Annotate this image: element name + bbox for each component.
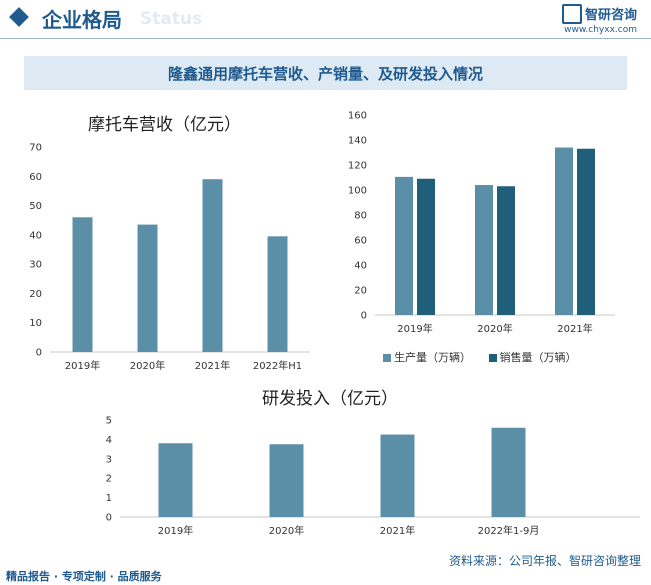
y-tick-label: 10 <box>29 318 42 329</box>
bar <box>417 178 435 315</box>
legend-item-production: 生产量（万辆） <box>383 349 471 365</box>
bar <box>267 236 288 352</box>
x-tick-label: 2020年 <box>269 524 304 537</box>
brand-logo: 智研咨询 www.chyxx.com <box>561 3 637 35</box>
rnd-chart: 0 1 2 3 4 5 2019年 2020年 2021年 2022年1-9月 <box>106 416 640 537</box>
logo-icon <box>561 3 582 24</box>
page-footer: 精品报告 · 专项定制 · 品质服务 <box>0 566 651 585</box>
source-note: 资料来源：公司年报、智研咨询整理 <box>448 554 641 568</box>
x-tick-label: 2020年 <box>477 322 512 335</box>
bar <box>395 176 413 315</box>
y-tick-label: 0 <box>106 513 112 524</box>
x-tick-label: 2021年 <box>380 524 415 537</box>
revenue-chart: 0 10 20 30 40 50 60 70 2019年 2020年 2021年 2022年H1 <box>29 143 310 372</box>
x-tick-label: 2022年H1 <box>253 359 302 372</box>
y-tick-label: 40 <box>354 261 367 272</box>
y-tick-label: 50 <box>29 201 42 212</box>
y-tick-label: 2 <box>106 474 112 485</box>
diamond-icon <box>9 7 29 27</box>
bar <box>158 443 193 517</box>
page-header: 企业格局 Status <box>0 0 651 40</box>
y-tick-label: 120 <box>348 161 367 172</box>
x-tick-label: 2019年 <box>65 359 100 372</box>
y-tick-label: 0 <box>361 311 367 322</box>
bar <box>475 185 493 315</box>
logo-name: 智研咨询 <box>584 8 637 23</box>
production-sales-chart: 0 20 40 60 80 100 120 140 160 2019年 2020年 2021年 <box>348 111 615 335</box>
y-tick-label: 100 <box>348 186 367 197</box>
title-banner: 隆鑫通用摩托车营收、产销量、及研发投入情况 <box>24 56 627 90</box>
bar <box>269 444 304 517</box>
legend-swatch-production <box>383 354 391 362</box>
legend-label-production: 生产量（万辆） <box>394 351 471 364</box>
y-tick-label: 4 <box>106 435 112 446</box>
y-tick-label: 0 <box>36 348 42 359</box>
y-tick-label: 3 <box>106 454 112 465</box>
legend-swatch-sales <box>488 354 497 362</box>
bar <box>491 427 526 517</box>
bar <box>137 224 158 352</box>
logo-url: www.chyxx.com <box>564 24 637 35</box>
y-tick-label: 60 <box>29 172 42 183</box>
y-tick-label: 5 <box>106 416 112 427</box>
bar <box>380 434 415 517</box>
ghost-heading: Status <box>140 9 203 29</box>
bar <box>555 147 573 315</box>
y-tick-label: 30 <box>29 260 42 271</box>
y-tick-label: 60 <box>354 236 367 247</box>
x-tick-label: 2019年 <box>397 322 432 335</box>
footer-slogan: 精品报告 · 专项定制 · 品质服务 <box>6 570 162 583</box>
chart-2-legend: 生产量（万辆） 销售量（万辆） <box>383 349 591 365</box>
x-tick-label: 2021年 <box>195 359 230 372</box>
x-tick-label: 2019年 <box>158 524 193 537</box>
y-tick-label: 140 <box>348 136 367 147</box>
y-tick-label: 70 <box>29 143 42 154</box>
y-tick-label: 80 <box>354 211 367 222</box>
y-tick-label: 40 <box>29 230 42 241</box>
legend-item-sales: 销售量（万辆） <box>488 349 577 365</box>
y-tick-label: 20 <box>354 286 367 297</box>
chart-1-title: 摩托车营收（亿元） <box>88 115 241 135</box>
x-tick-label: 2020年 <box>130 359 165 372</box>
bar <box>497 186 515 315</box>
page-title: 企业格局 <box>42 8 122 32</box>
bar <box>202 179 223 352</box>
legend-label-sales: 销售量（万辆） <box>499 351 577 364</box>
header-divider <box>0 38 651 39</box>
y-tick-label: 20 <box>29 289 42 300</box>
banner-title: 隆鑫通用摩托车营收、产销量、及研发投入情况 <box>167 65 483 83</box>
chart-3-title: 研发投入（亿元） <box>262 389 398 409</box>
bar <box>72 217 93 352</box>
x-tick-label: 2022年1-9月 <box>478 524 540 537</box>
y-tick-label: 1 <box>106 493 112 504</box>
y-tick-label: 160 <box>348 111 367 122</box>
bar <box>577 148 595 315</box>
x-tick-label: 2021年 <box>557 322 592 335</box>
